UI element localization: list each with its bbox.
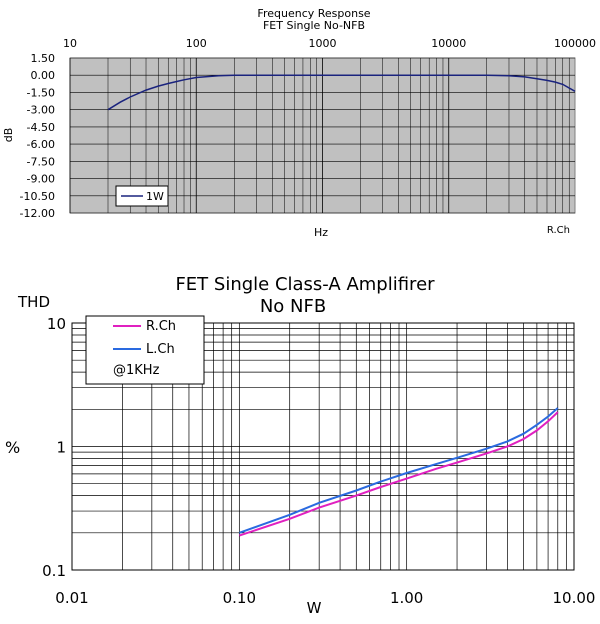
legend-label-lch: L.Ch xyxy=(146,342,175,357)
x-tick-labels: 10 100 1000 10000 100000 xyxy=(63,37,596,50)
x-tick-label: 0.10 xyxy=(223,589,256,607)
series-line-lch xyxy=(238,407,559,534)
chart-subtitle: FET Single No-NFB xyxy=(263,19,365,32)
x-tick-label: 100 xyxy=(186,37,207,50)
legend-note: @1KHz xyxy=(113,363,160,378)
x-tick-labels: 0.01 0.10 1.00 10.00 xyxy=(55,589,595,607)
legend-box xyxy=(85,315,205,385)
chart-title: Frequency Response xyxy=(257,7,370,20)
series-line-rch xyxy=(238,411,559,537)
x-axis-label: Hz xyxy=(314,226,328,239)
y-tick-label: -9.00 xyxy=(27,173,55,186)
y-tick-label: 0.1 xyxy=(42,562,66,580)
grid-lines xyxy=(69,57,575,214)
y-tick-label: 10 xyxy=(47,315,66,333)
y-tick-label: -3.00 xyxy=(27,104,55,117)
x-tick-label: 10.00 xyxy=(553,589,596,607)
y-tick-label: -12.00 xyxy=(20,207,55,220)
series-lines xyxy=(107,74,576,111)
x-tick-label: 100000 xyxy=(554,37,596,50)
series-lines xyxy=(238,407,559,537)
y-tick-label: 0.00 xyxy=(31,69,56,82)
y-tick-label: -10.50 xyxy=(20,190,55,203)
legend: R.Ch L.Ch @1KHz xyxy=(85,315,205,385)
series-line-1w xyxy=(107,74,576,111)
frequency-response-chart: Frequency Response FET Single No-NFB 10 1… xyxy=(2,7,596,239)
chart-subtitle: No NFB xyxy=(260,296,326,317)
x-tick-label: 10 xyxy=(63,37,77,50)
y-tick-label: -1.50 xyxy=(27,86,55,99)
x-axis-label: W xyxy=(307,599,322,617)
x-tick-label: 1000 xyxy=(309,37,337,50)
legend-label-rch: R.Ch xyxy=(146,319,176,334)
x-tick-label: 10000 xyxy=(431,37,466,50)
y-tick-label: -7.50 xyxy=(27,155,55,168)
x-tick-label: 1.00 xyxy=(390,589,423,607)
channel-label: R.Ch xyxy=(547,225,570,236)
y-axis-top-label: THD xyxy=(17,293,50,311)
y-tick-label: 1 xyxy=(56,439,66,457)
y-axis-label: % xyxy=(5,438,20,457)
y-tick-label: 1.50 xyxy=(31,52,56,65)
y-axis-label: dB xyxy=(2,128,15,143)
grid-lines xyxy=(72,323,574,570)
thd-chart: FET Single Class-A Amplifirer No NFB THD… xyxy=(5,274,595,617)
chart-title: FET Single Class-A Amplifirer xyxy=(175,274,435,295)
legend-label: 1W xyxy=(146,190,164,203)
y-tick-labels: 10 1 0.1 xyxy=(42,315,66,580)
y-tick-label: -4.50 xyxy=(27,121,55,134)
legend: 1W xyxy=(115,185,169,207)
y-tick-labels: 1.50 0.00 -1.50 -3.00 -4.50 -6.00 -7.50 -9.00 -1… xyxy=(20,52,55,220)
y-tick-label: -6.00 xyxy=(27,138,55,151)
x-tick-label: 0.01 xyxy=(55,589,88,607)
